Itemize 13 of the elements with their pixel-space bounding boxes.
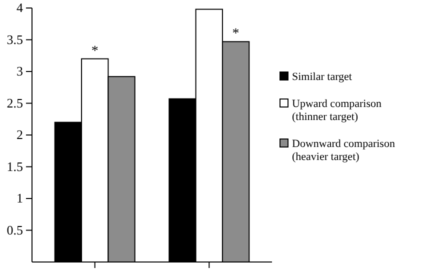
y-tick-label: 4 [16, 0, 24, 16]
y-tick-label: 1.5 [6, 158, 23, 174]
y-tick-label: 3 [16, 64, 23, 79]
y-tick-label: 2 [16, 127, 23, 142]
legend-label: Downward comparison (heavier target) [292, 138, 396, 163]
legend-label: Upward comparison (thinner target) [292, 98, 382, 123]
data-label: * [91, 44, 98, 59]
y-tick-label: 2.5 [6, 95, 23, 110]
legend-label: Similar target [292, 71, 352, 83]
data-label: * [232, 26, 240, 42]
y-tick-label: 3.5 [6, 32, 23, 47]
y-tick-label: 0.5 [6, 222, 23, 238]
y-tick-label: 1 [16, 190, 23, 206]
